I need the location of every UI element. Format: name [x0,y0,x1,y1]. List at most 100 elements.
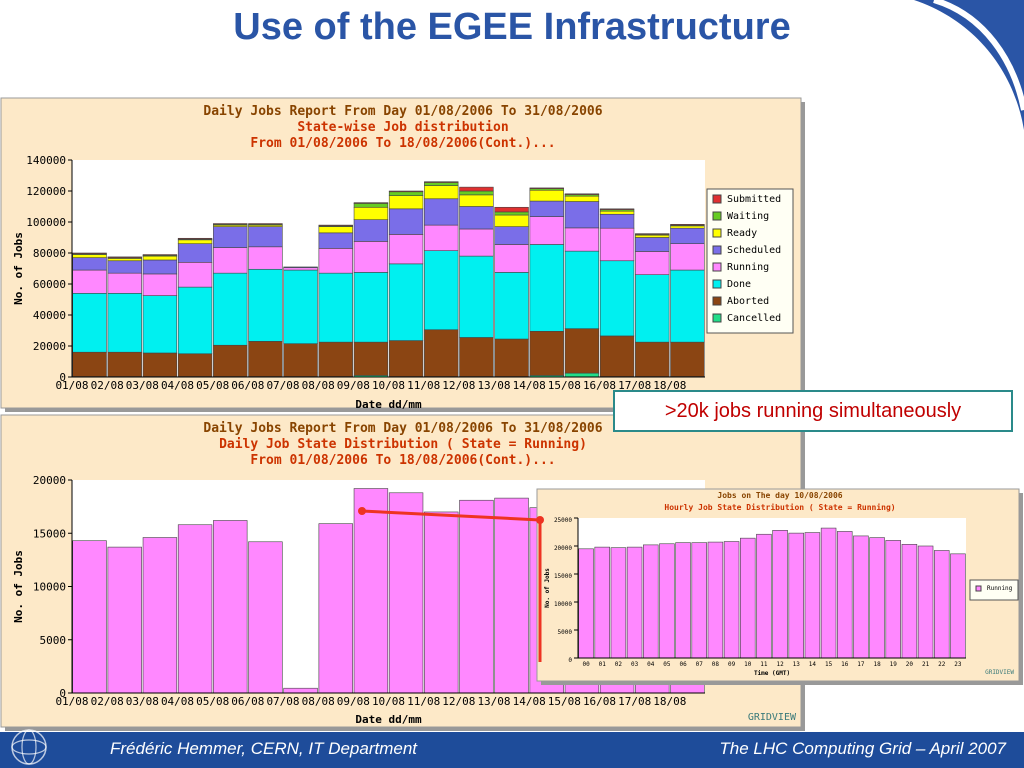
bar-ready [353,206,389,220]
bar-running [756,533,772,659]
bar-running [72,269,107,294]
x-tick-label: 02 [615,661,623,668]
bar-submitted [388,190,424,193]
bar-running [934,550,950,659]
bar-scheduled [177,243,213,263]
bar-running [610,547,627,659]
bar-aborted [213,344,248,377]
bar-ready [72,254,107,258]
bar-submitted [564,193,600,195]
bar-running [599,227,635,262]
footer-bar [0,732,1024,768]
bar-running [353,241,389,273]
x-tick-label: 10 [744,661,752,668]
bar-running [950,553,966,659]
bar-aborted [353,341,389,376]
y-tick-label: 20000 [554,545,572,552]
bar-aborted [424,329,459,377]
legend-label-running: Running [727,262,769,273]
y-tick-label: 0 [59,687,66,700]
x-tick-label: 22 [938,661,946,668]
bar-scheduled [459,206,494,230]
y-tick-label: 0 [568,657,572,664]
bar-running [177,524,213,694]
bar-done [459,255,494,338]
corner-decoration [914,0,1024,130]
x-tick-label: 02/08 [91,695,124,708]
chart-subtitle: Daily Job State Distribution ( State = R… [219,437,587,452]
plot-area [72,160,705,377]
x-tick-label: 05 [663,661,671,668]
chart-subtitle: Hourly Job State Distribution ( State = … [664,502,895,512]
y-tick-label: 15000 [33,527,66,540]
x-tick-label: 07/08 [266,695,299,708]
bar-ready [318,226,353,234]
bar-aborted [564,328,600,374]
bar-running [459,228,494,257]
chart-shadow-right [801,102,805,412]
bar-running [353,488,389,694]
bar-cancelled [564,372,600,378]
x-tick-label: 16/08 [583,379,616,392]
bar-submitted [177,237,213,240]
bar-done [72,293,107,353]
x-tick-label: 11/08 [407,379,440,392]
y-tick-label: 15000 [554,573,572,580]
x-tick-label: 16 [841,661,849,668]
x-axis-label: Date dd/mm [355,713,422,726]
gridview-watermark: GRIDVIEW [985,669,1014,676]
legend-label-cancelled: Cancelled [727,313,781,324]
bar-running [578,548,594,659]
bar-scheduled [494,226,529,245]
x-tick-label: 21 [922,661,930,668]
x-tick-label: 06/08 [231,379,264,392]
bar-running [885,540,901,659]
chart-title: Daily Jobs Report From Day 01/08/2006 To… [203,421,602,436]
x-tick-label: 12/08 [442,379,475,392]
bar-submitted [494,206,529,213]
bar-running [318,248,353,274]
bar-running [72,540,107,694]
x-tick-label: 03 [631,661,639,668]
bar-running [917,545,934,659]
bar-ready [599,210,635,215]
x-tick-label: 18/08 [653,379,686,392]
bar-running [853,535,869,659]
bar-running [248,246,283,270]
bar-done [283,269,318,344]
bar-scheduled [564,201,600,229]
bar-scheduled [388,208,424,235]
bar-done [107,293,142,353]
bar-waiting [424,182,459,186]
x-axis-label: Date dd/mm [355,398,422,411]
bar-done [564,250,600,329]
slide-title: Use of the EGEE Infrastructure [233,6,791,48]
bar-scheduled [283,266,318,269]
bar-ready [494,214,529,227]
running-hourly-chart: Jobs on The day 10/08/2006 Hourly Job Sta… [536,488,1024,691]
bar-waiting [388,191,424,196]
bar-submitted [248,223,283,225]
bar-scheduled [213,226,248,248]
y-tick-label: 60000 [33,278,66,291]
bar-ready [459,194,494,207]
bar-running [670,243,705,271]
x-tick-label: 17/08 [618,695,651,708]
x-tick-label: 15 [825,661,833,668]
bar-running [142,537,178,694]
x-tick-label: 16/08 [583,695,616,708]
x-tick-label: 00 [582,661,590,668]
bar-aborted [72,351,107,377]
bar-running [707,541,724,659]
state-distribution-chart: Daily Jobs Report From Day 01/08/2006 To… [0,97,806,418]
bar-running [388,234,424,265]
plot-area [578,518,966,658]
x-tick-label: 23 [954,661,962,668]
bar-done [213,272,248,346]
bar-ready [635,234,670,238]
bar-running [494,244,529,273]
bar-running [424,224,459,251]
bar-running [529,216,564,245]
bar-done [670,269,705,343]
x-tick-label: 04/08 [161,695,194,708]
